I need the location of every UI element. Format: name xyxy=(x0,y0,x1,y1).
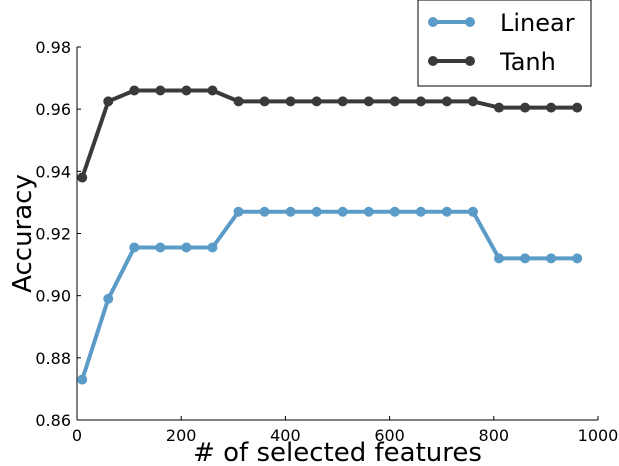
data-point xyxy=(259,206,270,217)
data-point xyxy=(389,206,400,217)
x-tick-label: 800 xyxy=(479,426,510,445)
legend-item-linear: Linear xyxy=(428,9,575,37)
y-tick-label: 0.86 xyxy=(35,411,71,430)
data-point xyxy=(103,96,114,107)
plot-series xyxy=(77,85,583,385)
series-line-linear xyxy=(80,209,578,381)
data-point xyxy=(259,96,270,107)
data-point xyxy=(311,96,322,107)
data-point xyxy=(363,206,374,217)
legend-box xyxy=(417,0,592,87)
data-point xyxy=(207,242,218,253)
data-point xyxy=(207,85,218,96)
data-point xyxy=(389,96,400,107)
x-tick-label: 600 xyxy=(374,426,405,445)
series-tanh xyxy=(77,85,583,183)
y-axis-ticks: 0.86 0.88 0.90 0.92 0.94 0.96 0.98 xyxy=(35,38,81,430)
data-point xyxy=(285,96,296,107)
x-axis-ticks: 0 200 400 600 800 1000 xyxy=(72,416,618,445)
legend-item-tanh: Tanh xyxy=(428,48,556,76)
data-point xyxy=(546,102,557,113)
data-point xyxy=(155,242,166,253)
legend-label: Tanh xyxy=(499,48,556,76)
x-tick-label: 400 xyxy=(270,426,301,445)
data-point xyxy=(233,96,244,107)
data-point xyxy=(155,85,166,96)
data-point xyxy=(546,253,557,264)
y-tick-label: 0.88 xyxy=(35,349,71,368)
data-point xyxy=(285,206,296,217)
legend-marker xyxy=(465,17,475,27)
y-tick-label: 0.92 xyxy=(35,225,71,244)
data-point xyxy=(233,206,244,217)
legend: Linear Tanh xyxy=(417,0,592,87)
x-tick-label: 0 xyxy=(72,426,82,445)
data-point xyxy=(77,172,88,183)
data-point xyxy=(181,242,192,253)
series-line-tanh xyxy=(80,88,578,179)
y-tick-label: 0.96 xyxy=(35,100,71,119)
data-point xyxy=(337,96,348,107)
data-point xyxy=(129,85,140,96)
data-point xyxy=(572,102,583,113)
y-tick-label: 0.98 xyxy=(35,38,71,57)
data-point xyxy=(520,102,531,113)
legend-marker xyxy=(428,17,438,27)
y-axis-title: Accuracy xyxy=(8,174,38,293)
x-tick-label: 1000 xyxy=(578,426,619,445)
data-point xyxy=(467,206,478,217)
data-point xyxy=(494,253,505,264)
data-point xyxy=(181,85,192,96)
data-point xyxy=(337,206,348,217)
data-point xyxy=(415,206,426,217)
data-point xyxy=(494,102,505,113)
data-point xyxy=(363,96,374,107)
data-point xyxy=(467,96,478,107)
data-point xyxy=(77,374,88,385)
data-point xyxy=(311,206,322,217)
data-point xyxy=(441,96,452,107)
data-point xyxy=(441,206,452,217)
y-tick-label: 0.90 xyxy=(35,287,71,306)
data-point xyxy=(572,253,583,264)
legend-marker xyxy=(465,56,475,66)
legend-marker xyxy=(428,56,438,66)
x-tick-label: 200 xyxy=(166,426,197,445)
data-point xyxy=(103,293,114,304)
data-point xyxy=(520,253,531,264)
x-axis-title: # of selected features xyxy=(193,438,482,466)
series-linear xyxy=(77,206,583,385)
data-point xyxy=(129,242,140,253)
y-tick-label: 0.94 xyxy=(35,162,71,181)
data-point xyxy=(415,96,426,107)
legend-label: Linear xyxy=(500,9,575,37)
